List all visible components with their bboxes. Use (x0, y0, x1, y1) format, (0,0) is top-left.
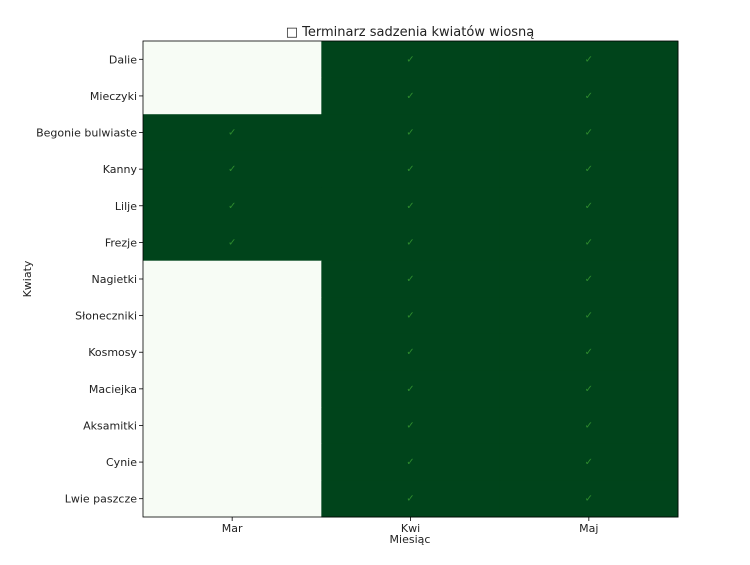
heatmap-cell (499, 480, 679, 518)
cell-check-mark: ✓ (585, 420, 593, 431)
y-tick-label: Cynie (106, 456, 137, 469)
x-tick-label: Maj (579, 522, 598, 535)
heatmap-marks: ✓ ✓ ✓ ✓ ✓ ✓ ✓ ✓ ✓ ✓ ✓ ✓ ✓ ✓ ✓ ✓ ✓ ✓ ✓ ✓ ✓ ✓ ✓ ✓ ✓ ✓ ✓ ✓ ✓ ✓ (228, 54, 593, 504)
cell-check-mark: ✓ (406, 91, 414, 102)
y-tick-label: Dalie (109, 53, 137, 66)
heatmap-cell (143, 41, 322, 79)
heatmap-cell (499, 443, 679, 481)
y-tick-label: Nagietki (91, 273, 137, 286)
cell-check-mark: ✓ (406, 311, 414, 322)
cell-check-mark: ✓ (585, 274, 593, 285)
heatmap-cell (143, 260, 322, 298)
heatmap-cell (143, 370, 322, 408)
heatmap-cell (143, 333, 322, 372)
cell-check-mark: ✓ (585, 91, 593, 102)
heatmap-cell (143, 77, 322, 115)
cell-check-mark: ✓ (406, 201, 414, 212)
y-tick-label: Mieczyki (90, 90, 137, 103)
cell-check-mark: ✓ (585, 128, 593, 139)
y-tick-label: Begonie bulwiaste (36, 127, 137, 140)
heatmap-cell (143, 407, 322, 445)
heatmap-cell (499, 407, 679, 445)
heatmap-cell (321, 187, 501, 225)
y-tick-label: Lwie paszcze (65, 493, 137, 506)
heatmap-cell (143, 297, 322, 335)
x-axis: Mar Kwi Maj (222, 517, 598, 535)
heatmap-cell (499, 187, 679, 225)
heatmap-cell (321, 370, 501, 408)
cell-check-mark: ✓ (228, 164, 236, 175)
chart-title: □ Terminarz sadzenia kwiatów wiosną (286, 25, 535, 40)
cell-check-mark: ✓ (228, 128, 236, 139)
cell-check-mark: ✓ (406, 420, 414, 431)
y-tick-label: Frezje (105, 236, 137, 249)
heatmap-cell (321, 260, 501, 298)
heatmap-cell (499, 297, 679, 335)
x-tick-label: Mar (222, 522, 243, 535)
heatmap-cell (321, 224, 501, 262)
heatmap-cell (321, 333, 501, 372)
cell-check-mark: ✓ (406, 54, 414, 65)
y-tick-label: Maciejka (89, 383, 137, 396)
cell-check-mark: ✓ (585, 457, 593, 468)
y-tick-label: Kanny (103, 163, 138, 176)
cell-check-mark: ✓ (406, 274, 414, 285)
heatmap-cell (499, 41, 679, 79)
heatmap-cell (321, 297, 501, 335)
heatmap-cell (321, 480, 501, 518)
x-tick-label: Kwi (401, 522, 420, 535)
y-tick-label: Lilje (115, 200, 137, 213)
cell-check-mark: ✓ (585, 237, 593, 248)
heatmap-cell (143, 224, 322, 262)
heatmap-cell (499, 224, 679, 262)
cell-check-mark: ✓ (585, 311, 593, 322)
y-axis-label: Kwiaty (21, 260, 34, 297)
cell-check-mark: ✓ (406, 457, 414, 468)
heatmap-cell (143, 480, 322, 518)
heatmap-cell (499, 333, 679, 372)
x-axis-label: Miesiąc (390, 533, 431, 546)
cell-check-mark: ✓ (406, 237, 414, 248)
heatmap-cell (499, 370, 679, 408)
heatmap-cell (499, 150, 679, 188)
heatmap-cell (143, 443, 322, 481)
cell-check-mark: ✓ (585, 201, 593, 212)
heatmap-cell (143, 114, 322, 152)
cell-check-mark: ✓ (585, 494, 593, 505)
heatmap-cell (143, 187, 322, 225)
heatmap-cell (321, 114, 501, 152)
cell-check-mark: ✓ (228, 237, 236, 248)
y-tick-label: Aksamitki (83, 419, 137, 432)
cell-check-mark: ✓ (585, 384, 593, 395)
heatmap-cell (499, 260, 679, 298)
y-axis: Dalie Mieczyki Begonie bulwiaste Kanny Lilje… (36, 53, 143, 506)
cell-check-mark: ✓ (585, 347, 593, 358)
heatmap-cell (499, 77, 679, 115)
heatmap-cell (321, 443, 501, 481)
cell-check-mark: ✓ (585, 164, 593, 175)
y-tick-label: Słoneczniki (75, 310, 137, 323)
cell-check-mark: ✓ (585, 54, 593, 65)
heatmap-cell (143, 150, 322, 188)
cell-check-mark: ✓ (406, 164, 414, 175)
heatmap-cell (321, 150, 501, 188)
heatmap-cell (499, 114, 679, 152)
heatmap-cells (143, 41, 679, 518)
y-tick-label: Kosmosy (88, 346, 137, 359)
heatmap-cell (321, 77, 501, 115)
cell-check-mark: ✓ (228, 201, 236, 212)
heatmap-cell (321, 41, 501, 79)
heatmap-cell (321, 407, 501, 445)
cell-check-mark: ✓ (406, 128, 414, 139)
cell-check-mark: ✓ (406, 384, 414, 395)
cell-check-mark: ✓ (406, 347, 414, 358)
cell-check-mark: ✓ (406, 494, 414, 505)
